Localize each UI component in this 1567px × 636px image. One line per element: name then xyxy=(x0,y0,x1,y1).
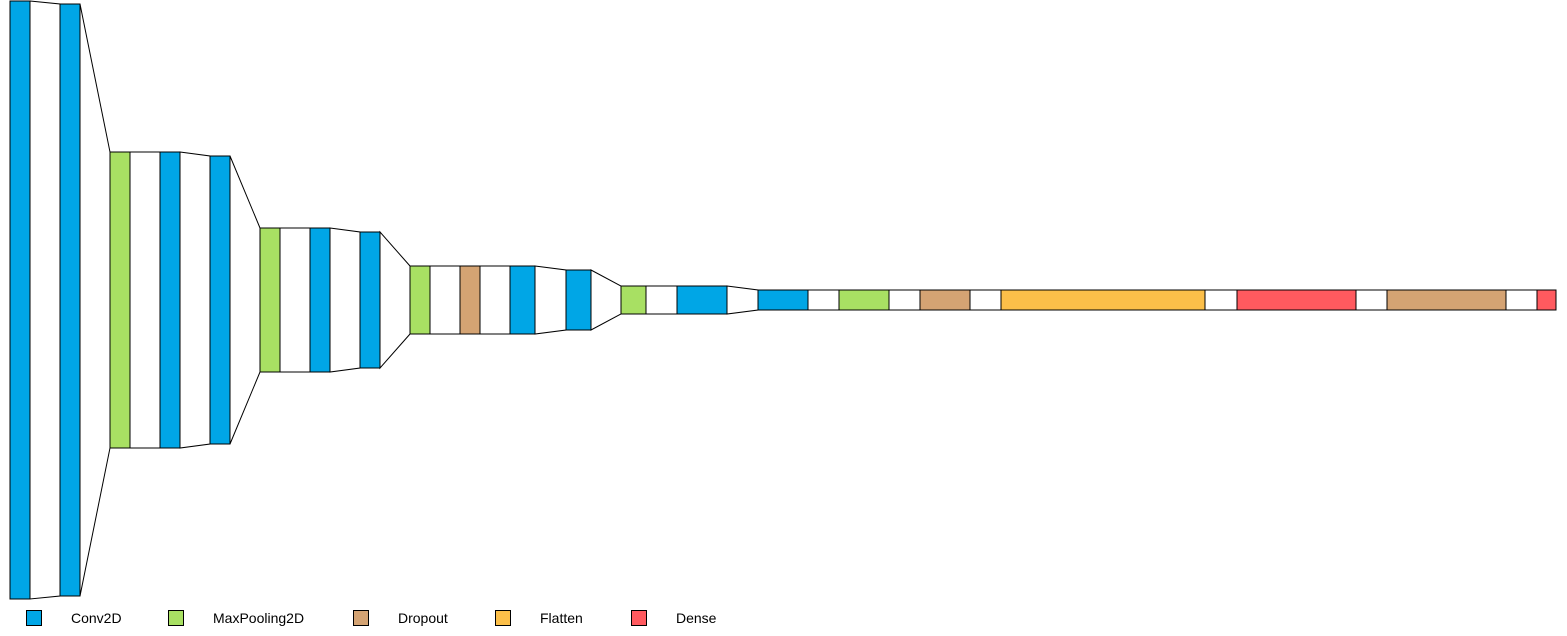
layer-8-conv2d xyxy=(359,231,381,369)
legend-label-dropout: Dropout xyxy=(398,610,448,626)
legend-item-conv2d: Conv2D xyxy=(26,609,168,627)
layer-17-dropout xyxy=(919,289,971,311)
connector-2-3 xyxy=(79,3,111,597)
layer-4-conv2d xyxy=(159,151,181,449)
legend-swatch-dense xyxy=(631,610,647,626)
legend-label-conv2d: Conv2D xyxy=(71,610,122,626)
legend: Conv2D MaxPooling2D Dropout Flatten Dens… xyxy=(26,609,716,627)
connector-16-17 xyxy=(888,289,921,311)
layer-10-dropout xyxy=(459,265,481,335)
layer-1-conv2d xyxy=(9,0,31,600)
connector-12-13 xyxy=(590,269,622,331)
layer-11-conv2d xyxy=(509,265,536,335)
layer-3-maxpooling2d xyxy=(109,151,131,449)
layer-15-conv2d xyxy=(757,289,809,311)
legend-label-flatten: Flatten xyxy=(540,610,583,626)
layer-2-conv2d xyxy=(59,3,81,597)
connector-9-10 xyxy=(429,265,461,335)
connector-19-20 xyxy=(1355,289,1388,311)
layer-18-flatten xyxy=(1000,289,1206,311)
connector-14-15 xyxy=(726,285,759,315)
layer-5-conv2d xyxy=(209,155,231,445)
legend-item-flatten: Flatten xyxy=(495,609,631,627)
connector-8-9 xyxy=(379,230,411,370)
layer-20-dropout xyxy=(1386,289,1507,311)
layer-19-dense xyxy=(1236,289,1357,311)
connector-15-16 xyxy=(807,289,840,311)
legend-item-maxpooling2d: MaxPooling2D xyxy=(168,609,353,627)
connector-3-4 xyxy=(129,151,161,449)
layer-13-maxpooling2d xyxy=(620,285,647,315)
connector-1-2 xyxy=(29,0,61,600)
connector-6-7 xyxy=(279,227,311,373)
connector-20-21 xyxy=(1505,289,1538,311)
connector-5-6 xyxy=(229,155,261,445)
legend-label-maxpooling2d: MaxPooling2D xyxy=(213,610,305,626)
layer-6-maxpooling2d xyxy=(259,227,281,373)
layer-14-conv2d xyxy=(676,285,728,315)
legend-swatch-conv2d xyxy=(26,610,42,626)
connector-7-8 xyxy=(329,227,361,373)
legend-item-dense: Dense xyxy=(631,609,716,627)
connector-13-14 xyxy=(645,285,678,315)
layer-16-maxpooling2d xyxy=(838,289,890,311)
connector-10-11 xyxy=(479,265,511,335)
connector-11-12 xyxy=(534,265,567,335)
layer-7-conv2d xyxy=(309,227,331,373)
layer-21-dense xyxy=(1536,289,1557,311)
legend-label-dense: Dense xyxy=(676,610,717,626)
connector-18-19 xyxy=(1204,289,1238,311)
layer-12-conv2d xyxy=(565,269,592,331)
legend-item-dropout: Dropout xyxy=(353,609,495,627)
layer-9-maxpooling2d xyxy=(409,265,431,335)
legend-swatch-maxpooling2d xyxy=(168,610,184,626)
legend-swatch-dropout xyxy=(353,610,369,626)
legend-swatch-flatten xyxy=(495,610,511,626)
connector-17-18 xyxy=(969,289,1002,311)
network-architecture-diagram xyxy=(9,0,1557,600)
connector-4-5 xyxy=(179,151,211,449)
